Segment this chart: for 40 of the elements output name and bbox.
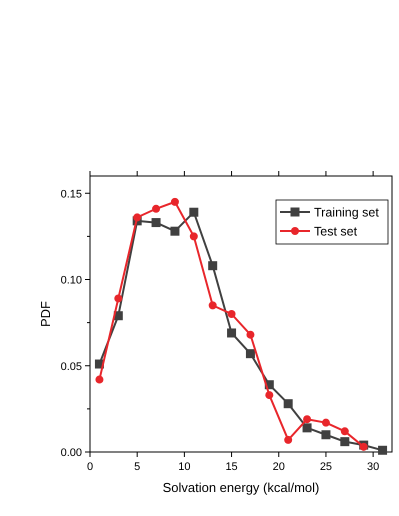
point <box>95 376 104 384</box>
point <box>152 218 161 228</box>
x-tick-label: 30 <box>367 461 380 473</box>
point <box>170 198 179 206</box>
point <box>152 204 160 213</box>
y-tick-label: 0.00 <box>60 447 82 459</box>
point <box>228 310 236 318</box>
point <box>246 330 254 339</box>
x-tick-label: 15 <box>225 461 238 473</box>
y-tick-label: 0.15 <box>60 188 82 200</box>
point <box>208 301 217 310</box>
point <box>284 399 293 408</box>
y-tick-label: 0.10 <box>60 274 82 286</box>
x-axis-title: Solvation energy (kcal/mol) <box>162 480 320 495</box>
point <box>322 418 330 427</box>
point <box>227 328 236 338</box>
point <box>284 436 292 444</box>
point <box>189 208 198 217</box>
point <box>190 232 198 240</box>
legend-label: Test set <box>314 224 358 238</box>
point <box>302 423 312 432</box>
point <box>208 261 218 270</box>
x-tick-label: 10 <box>178 461 190 473</box>
x-tick-label: 20 <box>272 461 285 473</box>
point <box>303 415 312 424</box>
point <box>246 349 255 358</box>
x-tick-label: 5 <box>134 461 140 473</box>
point <box>265 391 274 400</box>
point <box>340 437 350 446</box>
point <box>340 427 349 436</box>
legend-label: Training set <box>314 206 380 220</box>
y-axis-title: PDF <box>38 300 53 327</box>
point <box>133 213 142 222</box>
point <box>321 430 330 440</box>
x-tick-label: 0 <box>86 461 94 473</box>
point <box>114 294 122 302</box>
point <box>170 226 180 236</box>
point <box>378 446 388 455</box>
y-tick-label: 0.05 <box>60 360 82 373</box>
x-tick-label: 25 <box>320 461 332 473</box>
